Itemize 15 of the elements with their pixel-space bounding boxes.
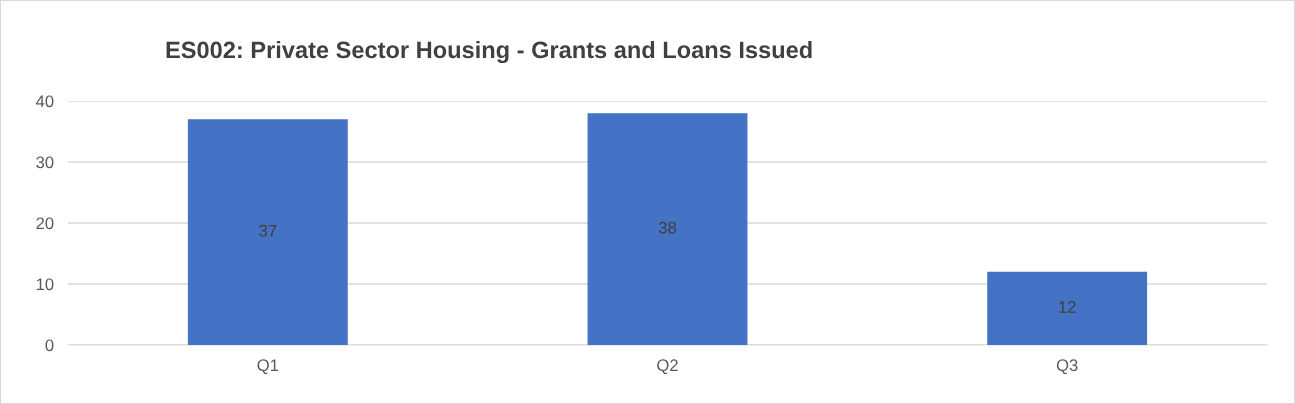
bar	[587, 113, 748, 345]
y-tick-label: 20	[36, 217, 54, 230]
y-tick-label: 30	[36, 156, 54, 169]
y-tick-label: 40	[35, 95, 54, 108]
x-tick-label: Q3	[1056, 359, 1078, 375]
data-label: 37	[259, 224, 277, 237]
data-label: 12	[1059, 301, 1076, 313]
x-tick-label: Q1	[257, 359, 279, 375]
data-label: 38	[658, 221, 677, 234]
bar	[187, 119, 348, 345]
y-tick-label: 10	[36, 278, 54, 291]
chart-title: ES002: Private Sector Housing - Grants and Loans Issued	[166, 40, 812, 64]
x-tick-label: Q2	[657, 359, 678, 375]
y-tick-label: 0	[45, 339, 54, 352]
bar	[987, 271, 1148, 345]
